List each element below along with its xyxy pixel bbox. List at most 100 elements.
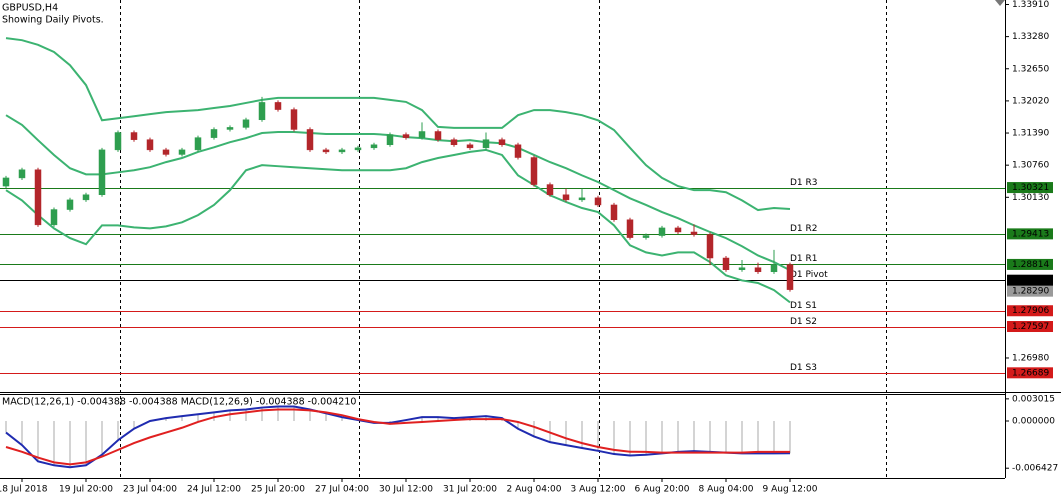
- pivot-label: D1 S2: [790, 317, 817, 327]
- chart-title: GBPUSD,H4: [2, 3, 58, 14]
- x-tick-label: 27 Jul 04:00: [315, 485, 369, 495]
- candle-body: [610, 204, 618, 220]
- pivot-label: D1 R3: [790, 178, 818, 188]
- candle-body: [418, 131, 426, 138]
- candle-body: [130, 132, 138, 140]
- pivot-value-label: 1.29413: [1012, 229, 1049, 239]
- candle-body: [162, 149, 170, 155]
- candle-body: [50, 209, 58, 226]
- x-tick-label: 2 Aug 04:00: [507, 485, 562, 495]
- y-tick-label: 1.32650: [1012, 64, 1049, 74]
- candle-body: [706, 234, 714, 259]
- pivot-value-label: 1.28505: [1012, 276, 1049, 286]
- candle-body: [146, 139, 154, 151]
- y-tick-label: 1.33280: [1012, 32, 1049, 42]
- candle-body: [402, 134, 410, 138]
- pivot-value-label: 1.28814: [1012, 260, 1049, 270]
- current-price-label: 1.28290: [1012, 287, 1049, 297]
- pivot-value-label: 1.26689: [1012, 368, 1049, 378]
- y-tick-label: 1.33910: [1012, 0, 1049, 10]
- x-tick-label: 18 Jul 2018: [0, 485, 48, 495]
- x-tick-label: 8 Aug 04:00: [699, 485, 754, 495]
- candle-body: [210, 129, 218, 138]
- pivot-value-label: 1.30321: [1012, 183, 1049, 193]
- pivot-box: [1007, 305, 1053, 317]
- candle-body: [658, 227, 666, 236]
- y-tick-label: 1.30760: [1012, 161, 1049, 171]
- candle-body: [642, 235, 650, 238]
- x-tick-label: 25 Jul 20:00: [251, 485, 305, 495]
- candle-body: [18, 169, 26, 179]
- x-tick-label: 6 Aug 20:00: [635, 485, 690, 495]
- pivot-box: [1007, 182, 1053, 194]
- macd-y-tick-label: 0.000000: [1012, 417, 1055, 427]
- macd-y-tick-label: 0.003015: [1012, 394, 1055, 404]
- candle-body: [770, 264, 778, 273]
- y-tick-label: 1.32020: [1012, 96, 1049, 106]
- pivot-label: D1 R2: [790, 224, 818, 234]
- candle-body: [194, 137, 202, 151]
- candle-body: [690, 231, 698, 235]
- chart-subtitle: Showing Daily Pivots.: [2, 15, 104, 26]
- candle-body: [370, 144, 378, 149]
- candle-body: [98, 149, 106, 196]
- pivot-label: D1 S3: [790, 363, 817, 373]
- current-price-box: [1007, 285, 1053, 297]
- pivot-box: [1007, 258, 1053, 270]
- candle-body: [754, 267, 762, 273]
- candle-body: [786, 264, 794, 290]
- x-tick-label: 19 Jul 20:00: [59, 485, 113, 495]
- candle-body: [34, 169, 42, 226]
- candle-body: [114, 132, 122, 151]
- macd-label: MACD(12,26,1) -0.004388 -0.004388 MACD(1…: [2, 397, 356, 408]
- shift-marker: [995, 0, 1005, 6]
- candle-body: [290, 109, 298, 130]
- candle-body: [530, 157, 538, 185]
- candle-body: [626, 219, 634, 238]
- x-tick-label: 31 Jul 20:00: [443, 485, 497, 495]
- candle-body: [338, 149, 346, 153]
- candle-body: [386, 134, 394, 146]
- x-tick-label: 30 Jul 12:00: [379, 485, 433, 495]
- candle-body: [482, 139, 490, 149]
- plot-layer: D1 R3 D1 R2 D1 R1 D1 Pivot D1 S1 D1 S2 D1 S3: [0, 0, 1005, 478]
- candle-body: [178, 149, 186, 155]
- candle-body: [674, 227, 682, 233]
- macd-y-tick-label: -0.006427: [1012, 464, 1058, 474]
- band-upper: [5, 37, 791, 212]
- x-tick-label: 24 Jul 12:00: [187, 485, 241, 495]
- pivot-value-label: 1.27906: [1012, 306, 1049, 316]
- candle-body: [594, 197, 602, 206]
- candle-body: [242, 119, 250, 128]
- candle-body: [2, 177, 10, 187]
- candle-body: [258, 102, 266, 121]
- x-tick-label: 9 Aug 12:00: [763, 485, 818, 495]
- candle-body: [306, 129, 314, 151]
- candle-body: [450, 139, 458, 146]
- candle-body: [82, 194, 90, 201]
- x-tick-label: 3 Aug 12:00: [571, 485, 626, 495]
- candle-body: [738, 267, 746, 270]
- candle-body: [434, 131, 442, 140]
- candle-body: [66, 199, 74, 210]
- pivot-box: [1007, 274, 1053, 286]
- pivot-label: D1 Pivot: [790, 270, 828, 280]
- candle-body: [562, 194, 570, 201]
- candle-body: [546, 184, 554, 196]
- candle-body: [226, 127, 234, 130]
- band-lower: [5, 148, 791, 304]
- pivot-label: D1 R1: [790, 254, 818, 264]
- y-tick-label: 1.31390: [1012, 129, 1049, 139]
- x-tick-label: 23 Jul 04:00: [123, 485, 177, 495]
- pivot-label: D1 S1: [790, 301, 817, 311]
- candle-body: [578, 197, 586, 201]
- candle-body: [514, 144, 522, 158]
- candle-body: [466, 144, 474, 149]
- candle-body: [498, 139, 506, 146]
- y-tick-label: 1.26980: [1012, 353, 1049, 363]
- candle-body: [322, 149, 330, 153]
- pivot-box: [1007, 228, 1053, 240]
- pivot-box: [1007, 367, 1053, 379]
